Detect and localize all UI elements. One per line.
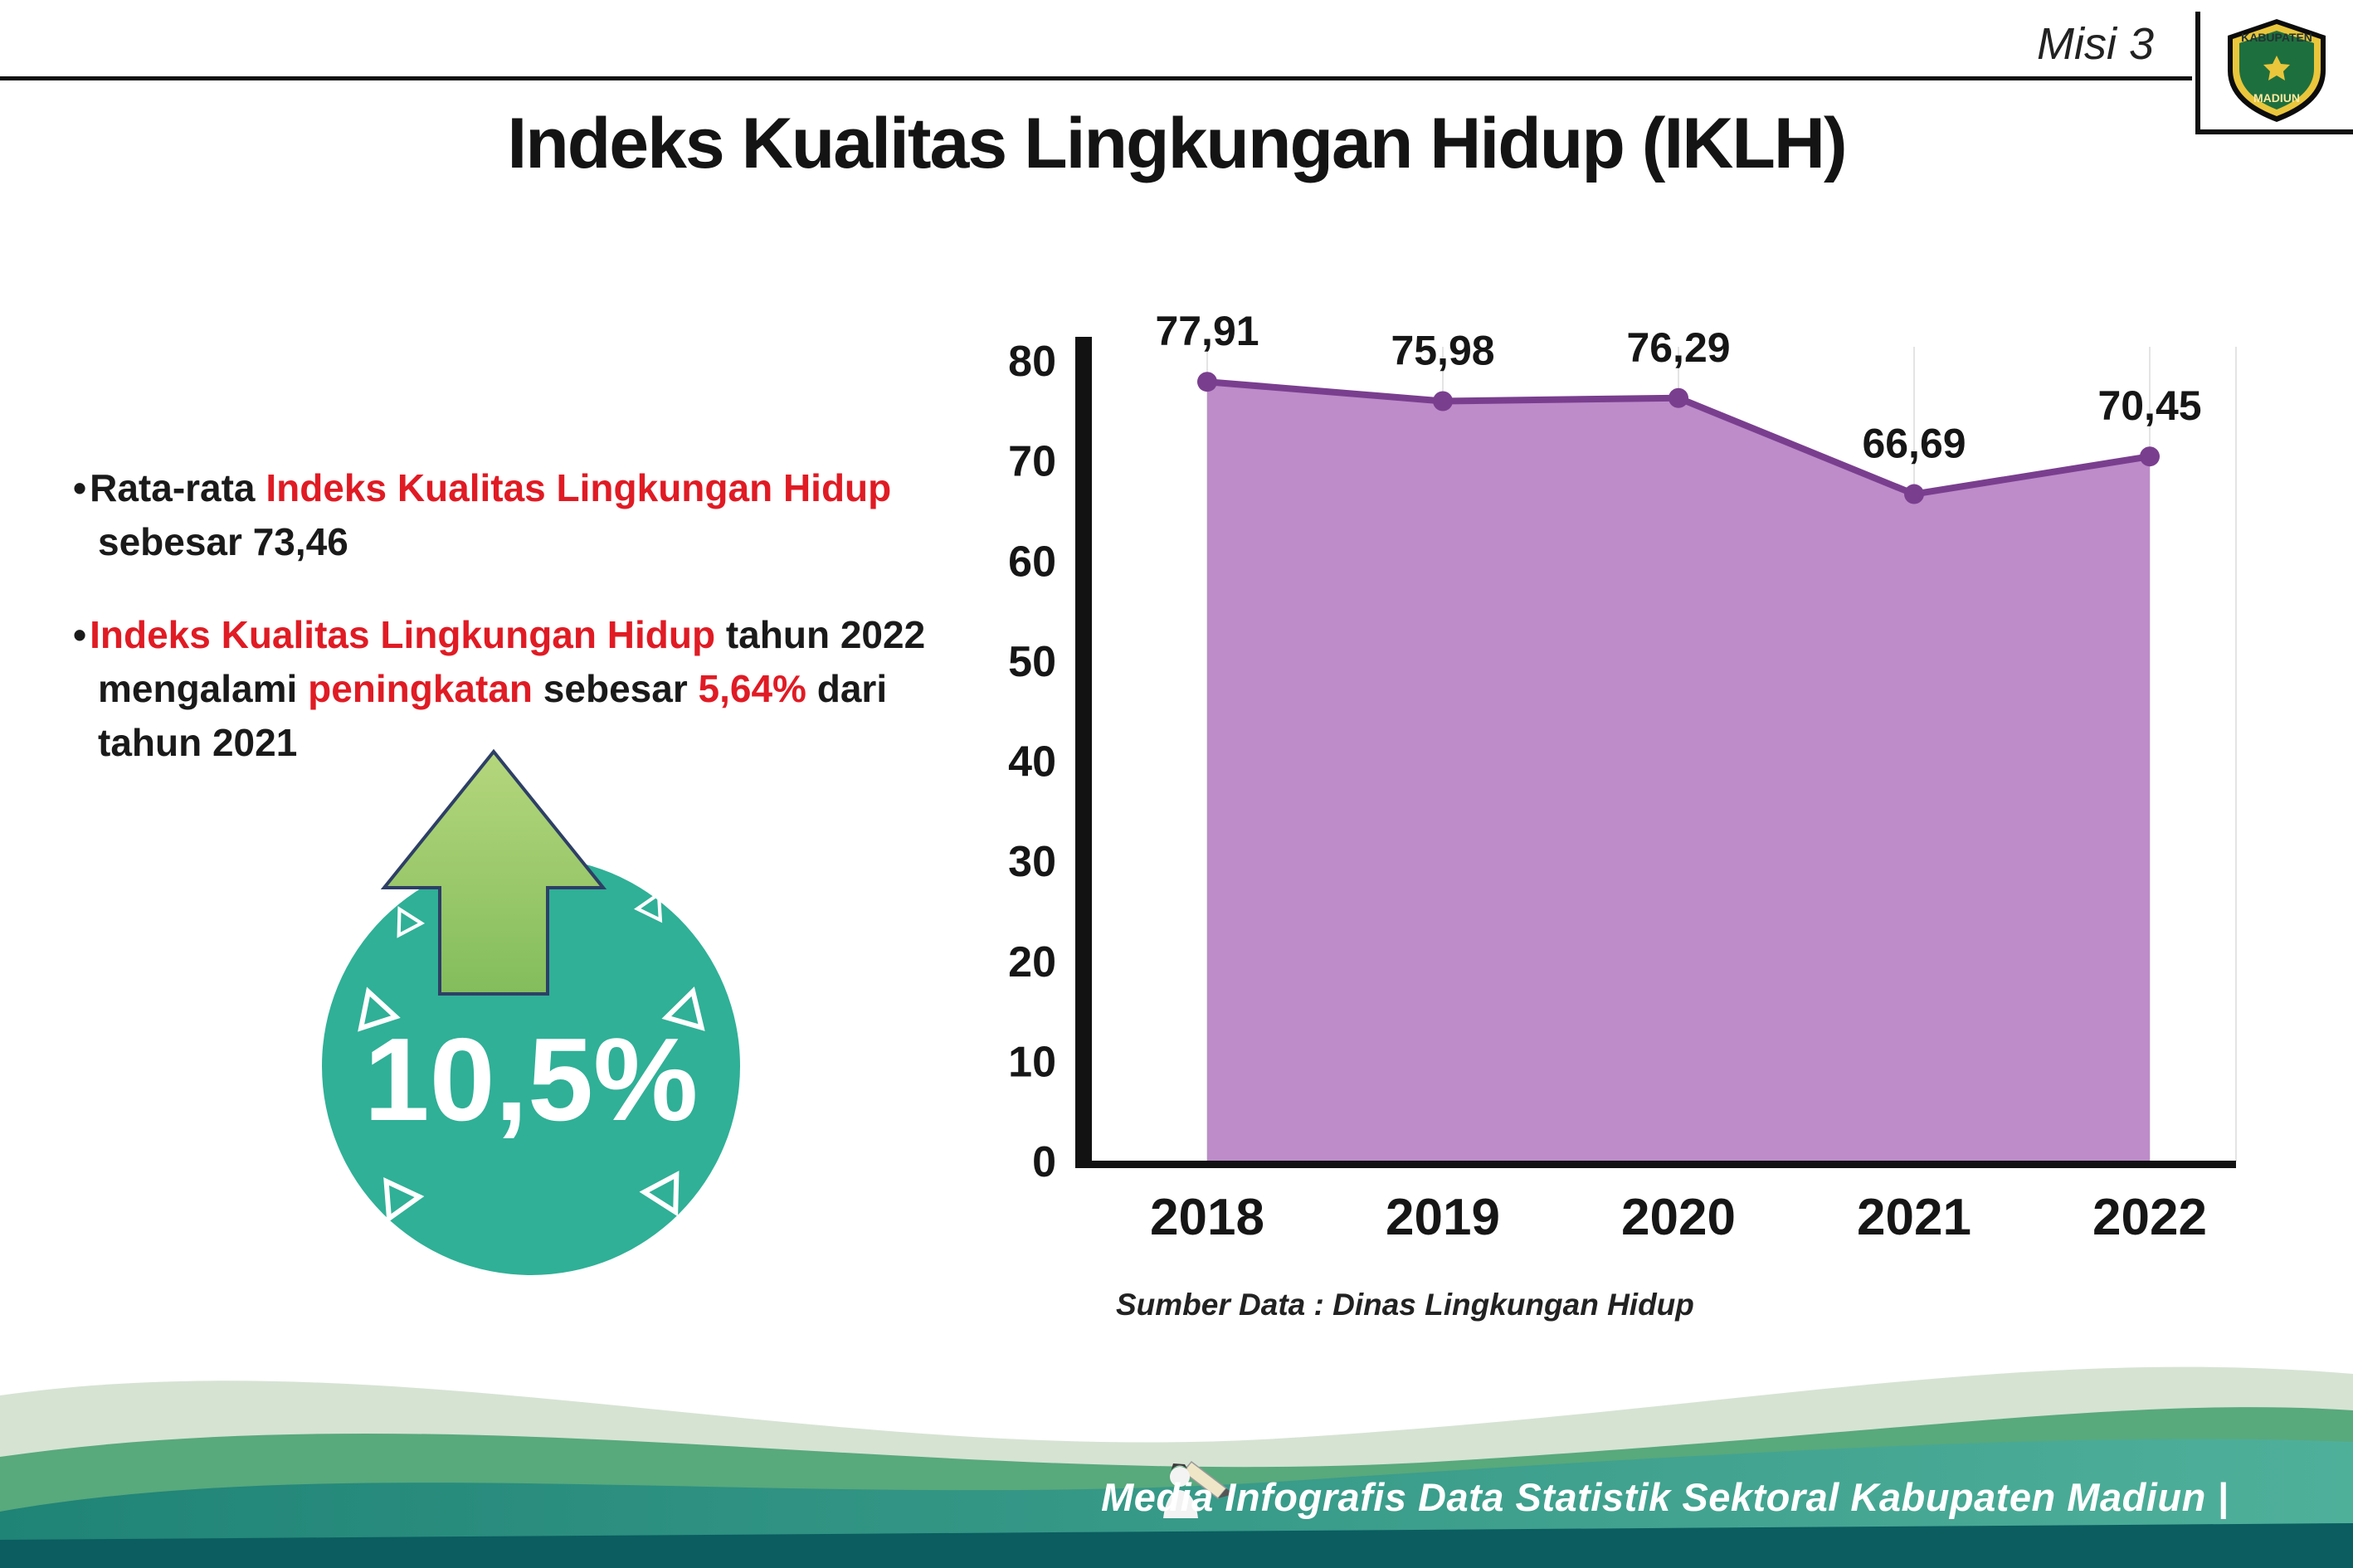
wave-dark-strip: [0, 1523, 2353, 1568]
increase-arrow-icon: [380, 748, 607, 996]
chart-xtick-label: 2018: [1150, 1189, 1264, 1246]
triangle-icon: [639, 1171, 680, 1217]
bullet-text-segment: sebesar 73,46: [98, 520, 348, 564]
triangle-icon: [383, 1177, 425, 1224]
kabupaten-madiun-logo: KABUPATEN MADIUN: [2228, 19, 2326, 122]
triangle-icon: [634, 890, 663, 923]
chart-ytick-label: 40: [1008, 738, 1056, 786]
chart-xtick-label: 2019: [1386, 1189, 1500, 1246]
crest-star: [2263, 56, 2290, 80]
bullet-text-segment: Indeks Kualitas Lingkungan Hidup: [266, 466, 892, 509]
triangle-icon: [397, 906, 426, 938]
chart-point: [1904, 484, 1924, 504]
summary-bullets: Rata-rata Indeks Kualitas Lingkungan Hid…: [73, 461, 986, 809]
page-title: Indeks Kualitas Lingkungan Hidup (IKLH): [507, 104, 1847, 183]
pencil-tip: [1218, 1488, 1234, 1498]
triangle-icon: [358, 986, 401, 1032]
chart-ytick-label: 0: [1032, 1138, 1056, 1186]
chart-xtick-label: 2021: [1857, 1189, 1971, 1246]
bullet-average-iklh: Rata-rata Indeks Kualitas Lingkungan Hid…: [73, 461, 986, 570]
logo-frame: KABUPATEN MADIUN: [2195, 12, 2353, 134]
chart-value-label: 70,45: [2097, 382, 2201, 429]
chart-y-axis: [1075, 337, 1092, 1161]
badge-circle: [322, 857, 740, 1275]
chart-point: [1433, 391, 1453, 411]
bullet-text-segment: tahun 2022 mengalami: [98, 612, 926, 710]
misi-label: Misi 3: [2036, 19, 2154, 69]
chart-area: [1207, 382, 2150, 1161]
chart-point: [2140, 446, 2160, 467]
header-divider: [0, 76, 2192, 80]
bullet-text-segment: sebesar: [533, 666, 699, 710]
chart-ytick-label: 30: [1008, 838, 1056, 886]
iklh-area-chart: 77,91 75,98 76,29 66,69 70,45 0 10 20 30 40 50 60 70…: [1008, 308, 2237, 1246]
badge-value: 10,5%: [364, 1014, 699, 1146]
chart-point: [1669, 387, 1688, 408]
bullet-text-segment: Rata-rata: [90, 466, 266, 509]
chart-point: [1197, 372, 1217, 392]
chart-source-note: Sumber Data : Dinas Lingkungan Hidup: [1116, 1288, 1694, 1322]
chart-value-label: 76,29: [1626, 324, 1730, 371]
chart-ytick-label: 60: [1008, 538, 1056, 586]
bullet-increase-2022: Indeks Kualitas Lingkungan Hidup tahun 2…: [73, 608, 986, 771]
chart-ytick-label: 20: [1008, 938, 1056, 986]
chart-xtick-label: 2022: [2092, 1189, 2207, 1246]
bullet-text-segment: peningkatan: [308, 666, 533, 710]
chart-ytick-label: 80: [1008, 338, 1056, 386]
badge-triangle-decorations: [358, 890, 705, 1224]
bullet-text-segment: Indeks Kualitas Lingkungan Hidup: [90, 612, 716, 656]
mascot-hair: [1170, 1463, 1189, 1474]
chart-ytick-label: 50: [1008, 638, 1056, 686]
chart-ytick-label: 70: [1008, 438, 1056, 486]
chart-ytick-label: 10: [1008, 1038, 1056, 1086]
bullet-text-segment: 5,64%: [698, 666, 806, 710]
mascot-body: [1163, 1490, 1198, 1518]
mascot-icon: [1163, 1460, 1234, 1518]
triangle-icon: [661, 986, 705, 1031]
bullet-text-segment: dari tahun 2021: [98, 666, 888, 765]
chart-x-axis: [1075, 1161, 2236, 1168]
chart-xtick-label: 2020: [1621, 1189, 1736, 1246]
crest-bottom-text: MADIUN: [2253, 91, 2300, 105]
chart-value-label: 77,91: [1155, 308, 1259, 354]
increase-badge: 10,5%: [322, 748, 740, 1275]
chart-value-label: 66,69: [1862, 421, 1966, 467]
mascot-head: [1170, 1467, 1190, 1487]
crest-top-text: KABUPATEN: [2241, 31, 2312, 44]
chart-value-label: 75,98: [1391, 327, 1494, 373]
footer-credit: Media Infografis Data Statistik Sektoral…: [1101, 1475, 2229, 1519]
